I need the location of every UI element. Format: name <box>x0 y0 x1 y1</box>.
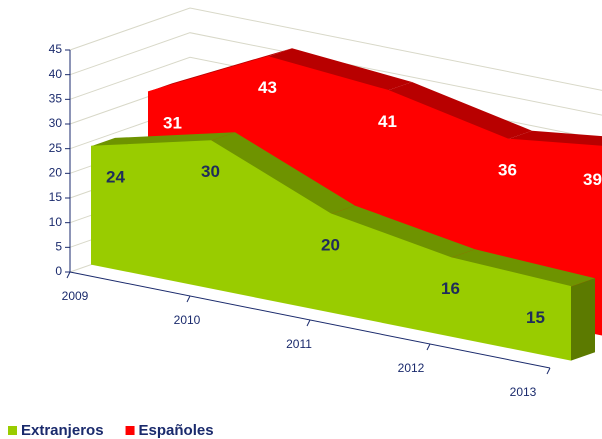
area-line <box>147 56 602 147</box>
y-tick-label: 0 <box>55 264 62 278</box>
legend-label: Españoles <box>139 422 214 439</box>
data-label: 20 <box>321 235 340 254</box>
x-tick-mark <box>66 271 71 279</box>
x-tick-label: 2010 <box>174 313 201 327</box>
area-top-face <box>451 249 595 287</box>
y-tick-label: 35 <box>49 92 63 106</box>
legend-swatch <box>8 426 17 435</box>
data-label: 16 <box>441 279 460 298</box>
area-top-face <box>388 82 532 140</box>
y-tick-label: 30 <box>49 116 63 130</box>
area-side-face <box>571 278 595 361</box>
x-tick-label: 2012 <box>398 361 425 375</box>
x-tick-label: 2009 <box>62 289 89 303</box>
data-label: 24 <box>106 168 125 187</box>
area-top-face <box>331 205 475 258</box>
grid-line <box>69 56 602 141</box>
area-top-face <box>211 132 355 214</box>
y-tick-label: 45 <box>49 42 63 56</box>
y-tick-label: 25 <box>49 141 63 155</box>
data-label: 41 <box>378 112 397 131</box>
y-tick-label: 5 <box>55 240 62 254</box>
data-label: 31 <box>163 113 182 132</box>
grid-line <box>69 7 602 91</box>
y-tick-label: 15 <box>49 190 63 204</box>
legend-swatch <box>125 426 135 435</box>
area-fill <box>91 140 571 361</box>
data-label: 43 <box>258 78 277 97</box>
data-label: 30 <box>201 162 220 181</box>
legend-label: Extranjeros <box>21 422 104 439</box>
data-label: 39 <box>583 170 602 189</box>
y-tick-label: 40 <box>49 67 63 81</box>
x-tick-label: 2011 <box>286 337 312 351</box>
series-0: 24 30 20 16 15 <box>90 132 595 361</box>
area-line <box>90 140 572 288</box>
area-top-face <box>508 130 602 147</box>
area-top-face <box>91 132 235 147</box>
grid-line <box>69 32 602 116</box>
x-tick-label: 2013 <box>510 385 537 399</box>
y-tick-label: 10 <box>49 215 63 229</box>
y-tick-label: 20 <box>49 166 63 180</box>
x-tick-mark <box>306 319 311 327</box>
area-top-face <box>268 48 412 91</box>
x-tick-mark <box>546 367 551 375</box>
data-label: 15 <box>526 308 545 327</box>
data-label: 36 <box>498 161 517 180</box>
x-tick-mark <box>426 343 431 351</box>
x-tick-mark <box>186 295 191 303</box>
